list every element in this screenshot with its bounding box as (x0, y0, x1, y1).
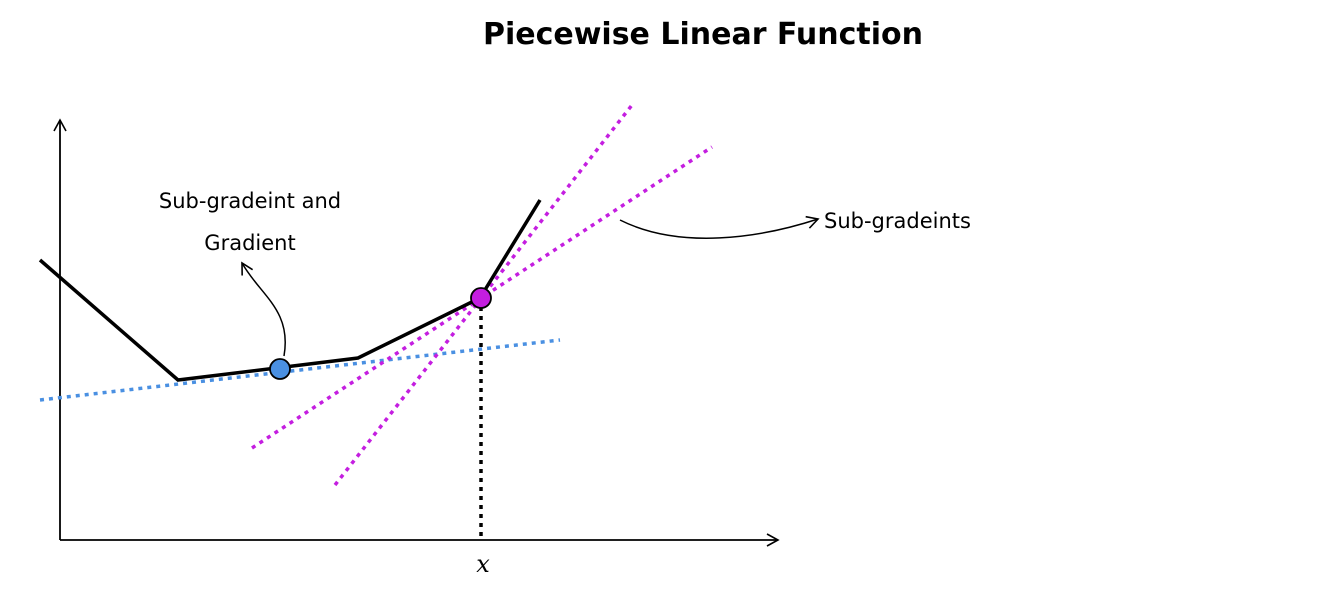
annotation-left-line2: Gradient (204, 231, 295, 255)
kink-point (470, 287, 492, 309)
gradient-point (269, 358, 291, 380)
gradient-line (39, 338, 561, 402)
subgradient-line-shallow (251, 145, 713, 450)
diagram-title: Piecewise Linear Function (483, 17, 923, 52)
annotation-left-arrow (241, 261, 286, 357)
annotation-right-arrow (619, 215, 820, 239)
annotation-left-line1: Sub-gradeint and (159, 189, 341, 213)
piecewise-function (38, 199, 542, 382)
x-axis-label: x (476, 550, 490, 578)
annotation-right: Sub-gradeints (824, 209, 971, 233)
